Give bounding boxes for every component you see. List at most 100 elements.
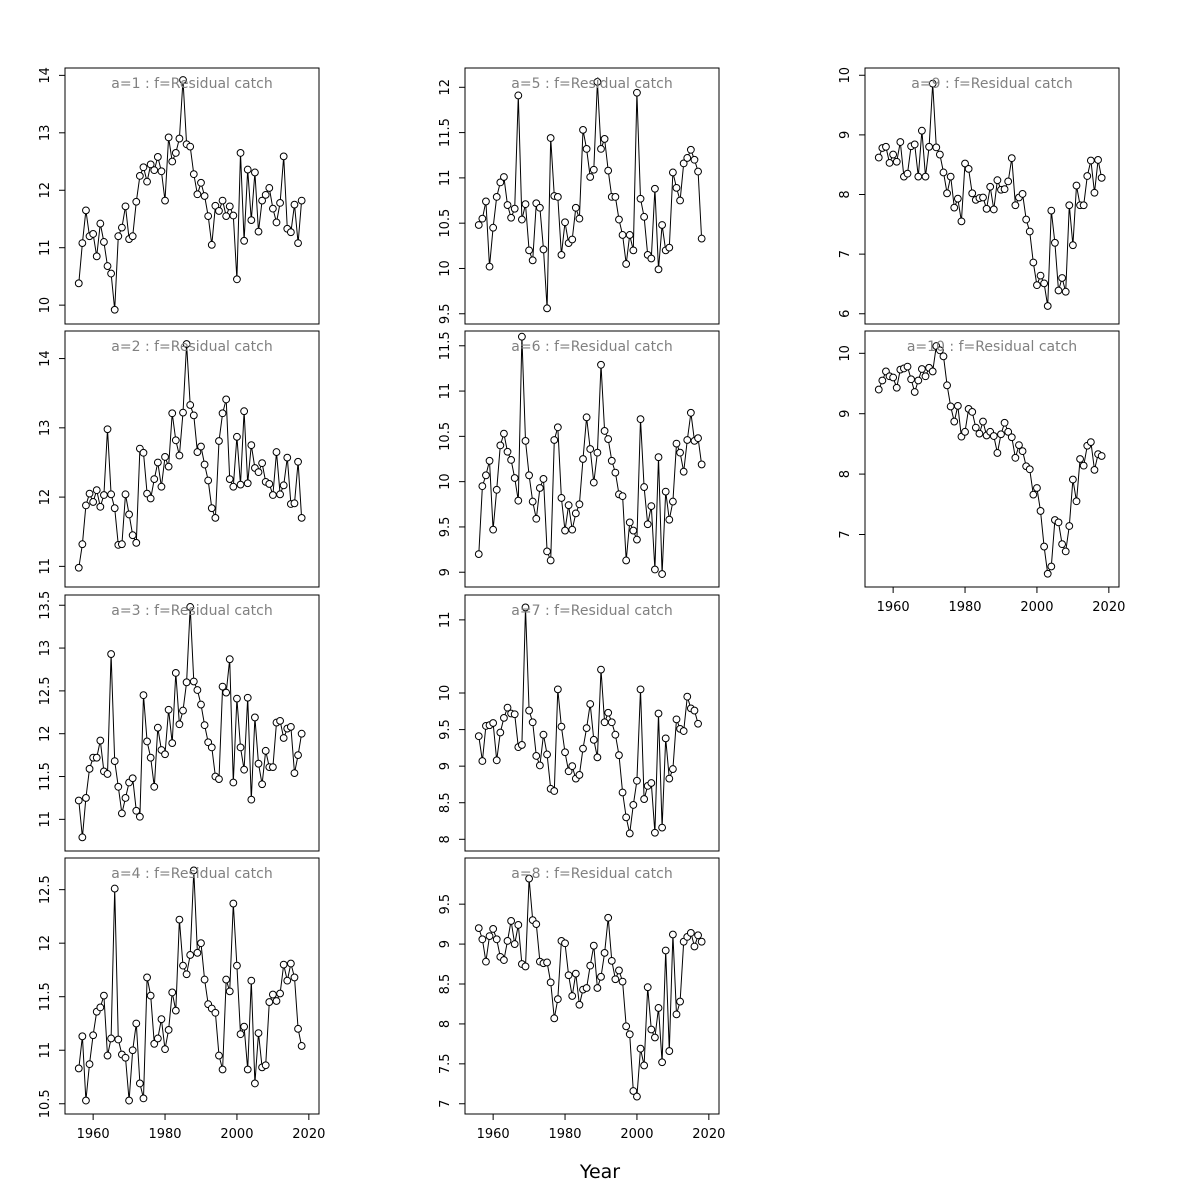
data-point: [474, 924, 483, 933]
data-point: [240, 407, 249, 416]
data-point: [604, 166, 613, 175]
data-point: [510, 940, 519, 948]
data-point: [161, 1045, 169, 1054]
data-point: [597, 665, 605, 674]
data-point: [874, 385, 883, 394]
data-point: [658, 570, 667, 578]
data-point: [243, 693, 252, 702]
data-point: [290, 200, 299, 209]
data-point: [168, 739, 177, 748]
data-point: [96, 219, 105, 228]
data-point: [247, 795, 256, 804]
data-point: [921, 372, 930, 381]
data-point: [597, 972, 605, 981]
data-point: [683, 692, 692, 701]
data-point: [543, 958, 551, 967]
data-point: [1004, 427, 1013, 436]
data-point: [1083, 172, 1092, 180]
x-tick-label: 2020: [692, 1127, 725, 1142]
data-point: [604, 708, 613, 717]
data-point: [607, 718, 616, 727]
data-point: [986, 182, 995, 191]
data-point: [268, 491, 277, 499]
data-point: [935, 150, 944, 159]
data-point: [1058, 540, 1067, 549]
data-point: [251, 713, 259, 722]
data-point: [586, 173, 595, 181]
data-point: [622, 813, 631, 822]
series-line: [878, 83, 1103, 307]
y-tick-label: 8: [838, 470, 853, 478]
panel-title: a=9 : f=Residual catch: [911, 76, 1072, 92]
data-point: [100, 491, 108, 499]
data-point: [1068, 475, 1077, 484]
data-point: [121, 794, 130, 802]
data-point: [651, 828, 659, 837]
data-point: [110, 305, 119, 314]
data-point: [153, 723, 162, 732]
data-point: [482, 471, 490, 480]
data-point: [611, 468, 620, 477]
data-point: [690, 155, 699, 164]
data-point: [179, 706, 187, 715]
panel-frame: [464, 857, 720, 1115]
panels: 10 11 12 13 14 a=1 : f=Residual catch 11 12 13 14…: [38, 67, 1125, 1142]
data-point: [532, 514, 541, 523]
panel-title: a=5 : f=Residual catch: [511, 76, 672, 92]
data-point: [611, 730, 620, 739]
y-tick-label: 12: [38, 182, 53, 199]
data-point: [953, 194, 962, 203]
data-point: [297, 729, 306, 738]
data-point: [215, 437, 223, 445]
data-point: [885, 159, 894, 167]
data-point: [161, 750, 169, 759]
data-point: [640, 795, 649, 803]
y-tick-label: 8: [438, 1020, 453, 1028]
data-point: [561, 526, 569, 535]
panel-1: 10 11 12 13 14 a=1 : f=Residual catch: [38, 67, 320, 325]
data-point: [197, 178, 205, 187]
x-tick-label: 1980: [948, 600, 981, 615]
data-point: [182, 340, 191, 348]
data-point: [189, 677, 198, 686]
data-point: [1022, 215, 1031, 224]
data-point: [561, 939, 569, 948]
data-point: [139, 1094, 148, 1103]
data-point: [1076, 455, 1084, 463]
data-point: [294, 751, 302, 760]
data-point: [633, 535, 641, 544]
data-point: [1065, 522, 1074, 530]
data-point: [971, 423, 980, 432]
data-point: [914, 172, 923, 181]
data-point: [247, 976, 256, 985]
panel-title: a=6 : f=Residual catch: [511, 339, 672, 355]
data-point: [568, 762, 577, 771]
data-point: [92, 252, 101, 261]
data-point: [74, 279, 83, 288]
data-point: [492, 485, 501, 494]
data-point: [917, 126, 926, 135]
data-point: [503, 447, 512, 456]
data-point: [128, 1046, 137, 1055]
data-point: [553, 685, 562, 694]
data-point: [683, 154, 692, 162]
y-tick-label: 10.5: [438, 209, 453, 238]
data-point: [622, 260, 631, 268]
data-point: [218, 409, 227, 418]
data-point: [207, 743, 216, 752]
y-tick-label: 12: [38, 725, 53, 742]
data-point: [1097, 173, 1106, 182]
data-point: [100, 238, 108, 246]
data-point: [589, 165, 598, 174]
panel-frame: [64, 594, 320, 852]
data-point: [528, 497, 537, 506]
data-point: [521, 603, 530, 612]
data-point: [121, 1053, 130, 1062]
data-point: [193, 686, 202, 694]
y-tick-label: 10: [838, 67, 853, 84]
data-point: [658, 1058, 667, 1067]
data-point: [279, 481, 288, 490]
data-point: [150, 1039, 159, 1048]
data-point: [575, 771, 584, 779]
